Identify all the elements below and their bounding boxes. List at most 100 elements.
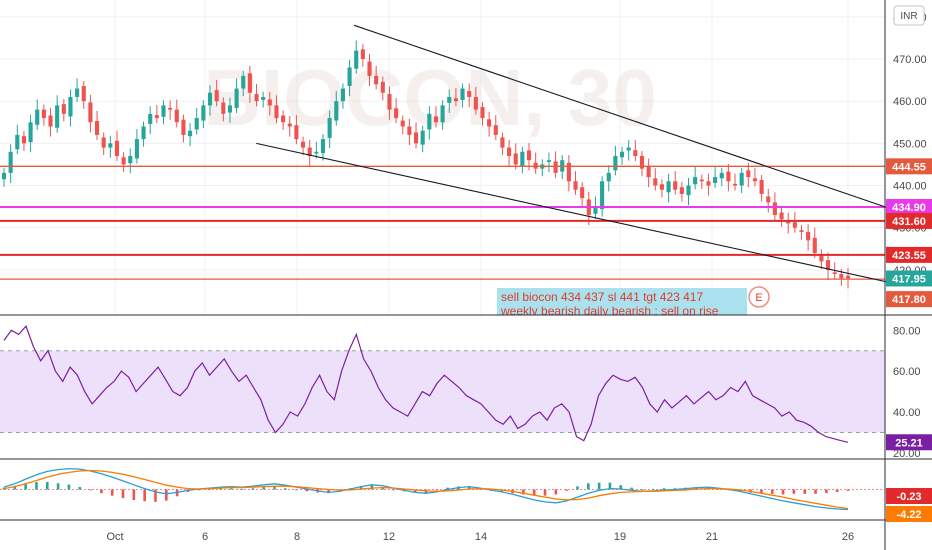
macd-histogram-bar [327, 489, 330, 494]
macd-histogram-bar [835, 489, 839, 492]
candle-body [799, 230, 804, 232]
candle-body [360, 49, 365, 60]
candle-body [227, 105, 233, 113]
candle-body [387, 94, 392, 110]
last-price-label-bg [886, 270, 932, 287]
candle-body [148, 113, 153, 124]
macd-histogram-bar [543, 489, 547, 496]
trendline[interactable] [353, 24, 928, 222]
candle-body [94, 121, 100, 135]
candle-body [759, 180, 764, 194]
macd-histogram-bar [89, 489, 92, 491]
candle-body [327, 118, 332, 138]
candle-body [41, 109, 46, 119]
rsi-line [3, 325, 849, 443]
candle-body [114, 140, 120, 156]
time-tick-label: 19 [614, 531, 626, 543]
level-price-label-bg [886, 246, 932, 263]
candle-body [453, 98, 458, 102]
trade-note[interactable]: sell biocon 434 437 sl 441 tgt 423 417 w… [497, 286, 770, 318]
macd-histogram-bar [597, 482, 601, 490]
price-pane[interactable] [0, 24, 928, 289]
macd-histogram-bar [100, 489, 103, 494]
candle-body [168, 107, 173, 110]
candle-body [772, 202, 777, 216]
price-tick-label: 450.00 [893, 138, 927, 150]
candle-body [500, 137, 505, 148]
candle-body [812, 237, 817, 253]
candle-body [221, 102, 226, 114]
candle-body [201, 105, 206, 121]
rsi-tick-label: 20.00 [893, 448, 921, 460]
candle-body [659, 184, 664, 190]
macd-histogram-bar [273, 486, 276, 490]
macd-histogram-bar [165, 489, 168, 501]
rsi-pane[interactable] [0, 325, 885, 443]
macd-histogram-bar [532, 489, 536, 496]
macd-histogram-bar [24, 483, 27, 490]
candle-body [566, 162, 571, 182]
candle-body [732, 183, 738, 186]
candle-body [693, 177, 698, 185]
candle-body [433, 116, 439, 123]
event-badge[interactable] [748, 286, 770, 308]
trendline[interactable] [256, 142, 900, 286]
time-tick-label: 26 [842, 531, 854, 543]
currency-button[interactable]: INR [893, 5, 925, 26]
candle-body [839, 274, 844, 279]
candle-body [407, 126, 412, 135]
candle-body [713, 177, 718, 183]
candle-body [606, 172, 611, 182]
candle-body [15, 134, 20, 150]
price-labels: 444.55 434.90 431.60 423.55 417.80 417.95 25.2… [886, 158, 932, 522]
macd-histogram-bar [814, 489, 817, 494]
candle-body [507, 147, 512, 156]
macd-histogram-bar [467, 486, 471, 490]
note-line-1: sell biocon 434 437 sl 441 tgt 423 417 [501, 290, 703, 304]
candle-body [699, 179, 704, 182]
candle-body [826, 260, 831, 270]
level-price-label-bg [886, 199, 932, 216]
macd-histogram-bar [262, 487, 265, 490]
trendlines[interactable] [256, 24, 928, 286]
candle-body [779, 212, 784, 220]
rsi-value-label: 25.21 [895, 437, 923, 449]
macd-histogram-bar [67, 484, 71, 490]
candle-body [646, 166, 651, 178]
rsi-axis[interactable]: 20.00 40.00 60.00 80.00 [893, 325, 921, 460]
candle-body [161, 105, 166, 117]
time-tick-label: Oct [106, 531, 123, 543]
macd-histogram-bar [78, 487, 82, 490]
candle-body [719, 172, 724, 179]
level-price-label: 423.55 [892, 250, 926, 262]
rsi-value-label-bg [886, 434, 932, 451]
candle-body [28, 122, 33, 143]
macd-histogram-bar [219, 488, 222, 490]
candle-body [520, 151, 525, 166]
candle-body [447, 96, 452, 103]
candle-body [726, 171, 731, 182]
candle-body [261, 96, 266, 100]
macd-histogram-bar [825, 489, 828, 494]
candle-body [580, 187, 585, 199]
macd-histogram-bar [56, 483, 60, 490]
macd-histogram-bar [608, 482, 612, 490]
rsi-tick-label: 40.00 [893, 407, 921, 419]
candle-body [75, 88, 80, 97]
macd-histogram-bar [121, 489, 125, 499]
candle-body [374, 75, 379, 85]
time-axis[interactable]: Oct 6 8 12 14 19 21 26 [106, 531, 854, 543]
horizontal-levels[interactable] [0, 165, 885, 280]
candle-body [653, 178, 658, 186]
level-price-label-bg [886, 291, 932, 308]
macd-histogram-bar [294, 489, 298, 491]
candle-body [88, 102, 93, 123]
candle-body [207, 92, 213, 106]
candle-body [1, 172, 7, 180]
macd-pane[interactable] [0, 467, 885, 511]
candle-body [613, 156, 618, 171]
macd-histogram-bar [619, 485, 623, 490]
level-price-label-bg [886, 212, 932, 229]
last-price-label: 417.95 [892, 273, 926, 285]
